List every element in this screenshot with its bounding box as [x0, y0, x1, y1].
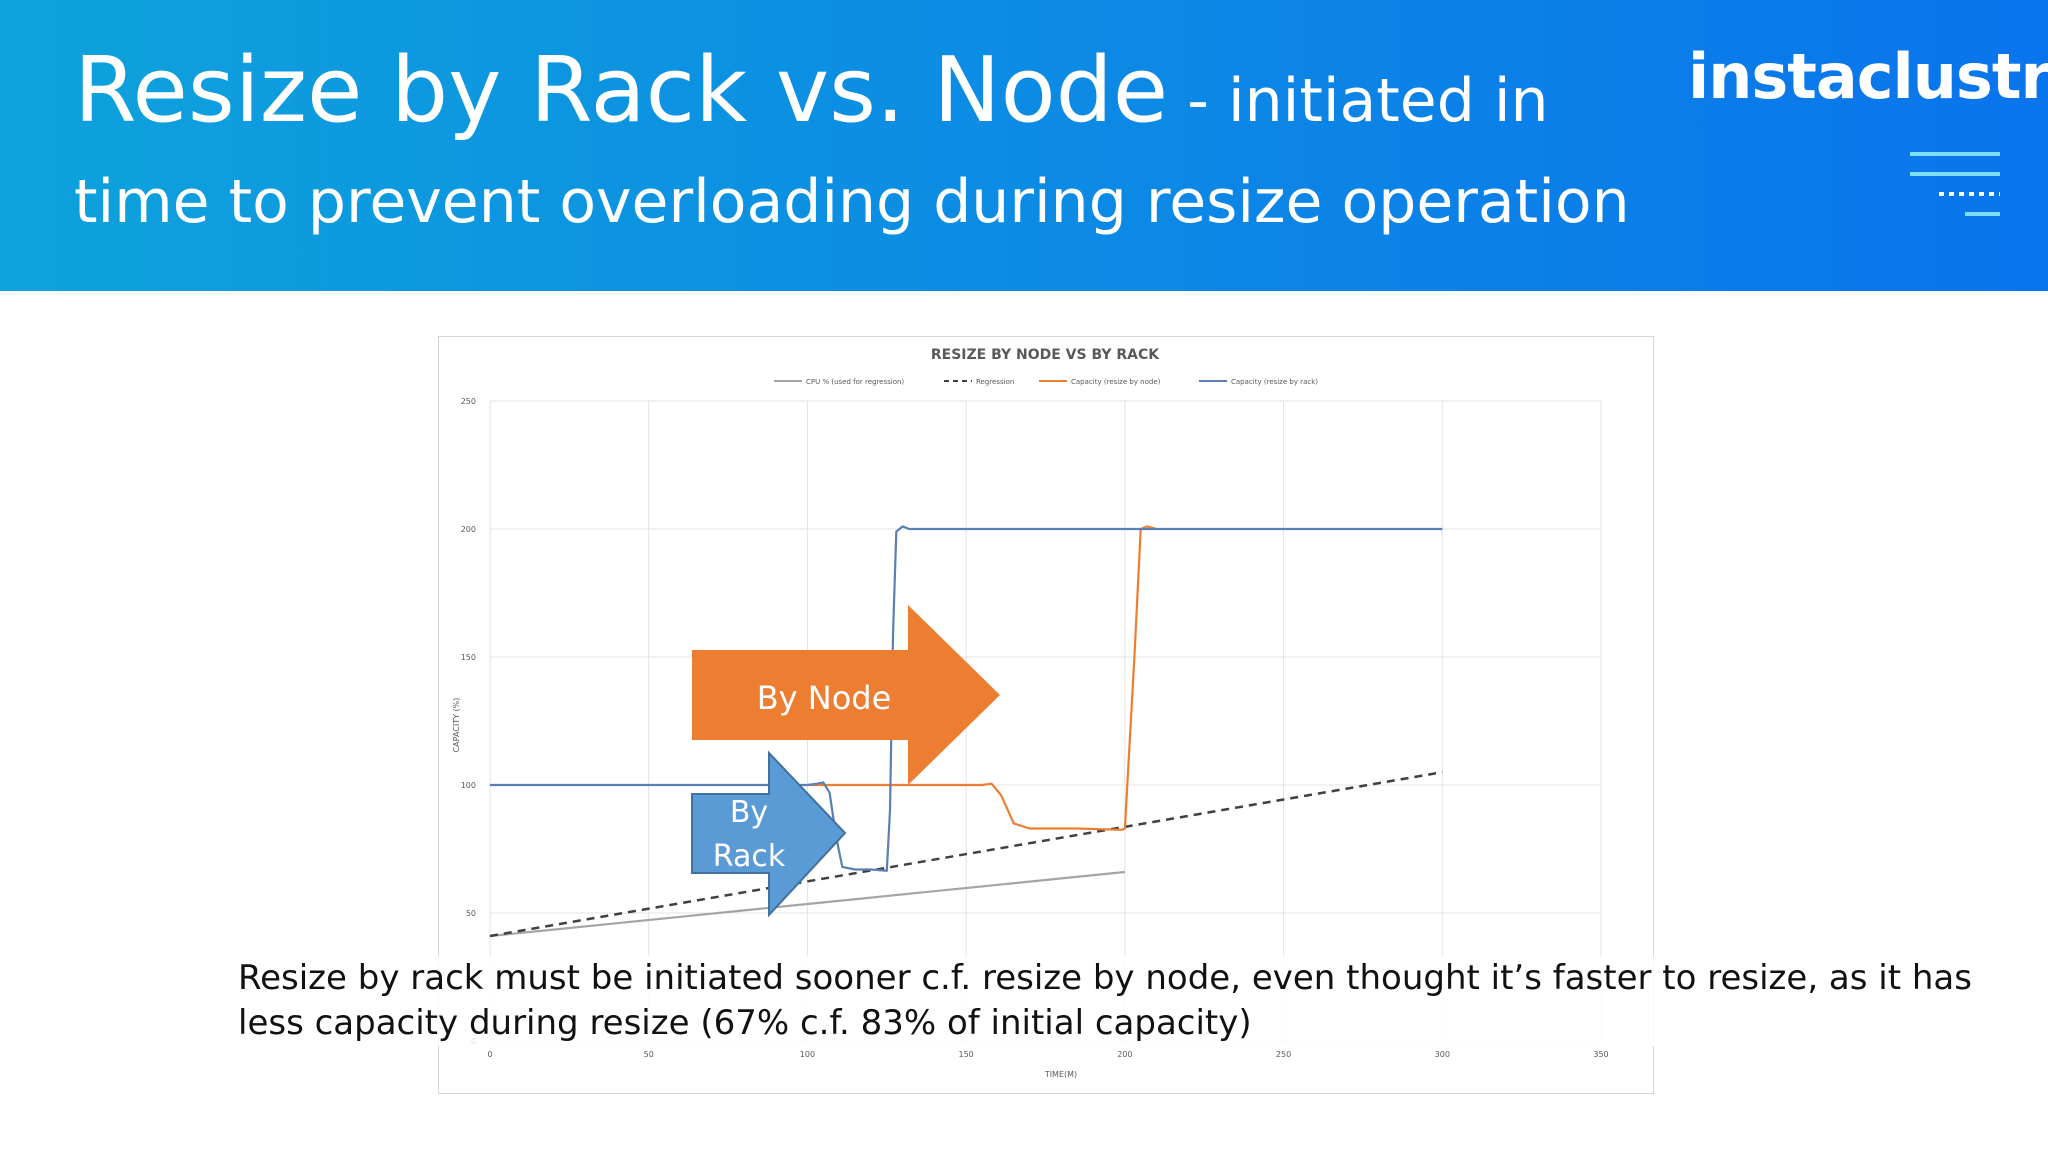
y-tick-label: 100	[461, 781, 476, 790]
by-rack-label-line2: Rack	[713, 839, 786, 874]
y-tick-label: 150	[461, 653, 476, 662]
series-regression-line	[489, 770, 1443, 938]
by-node-arrow	[692, 605, 1000, 785]
x-tick-label: 250	[1276, 1050, 1291, 1059]
x-tick-label: 200	[1117, 1050, 1132, 1059]
chart-series	[489, 525, 1443, 938]
slide-header: Resize by Rack vs. Node - initiated in t…	[0, 0, 2048, 291]
y-tick-label: 250	[461, 397, 476, 406]
logo-lines-icon	[1910, 152, 2000, 216]
x-tick-label: 50	[644, 1050, 654, 1059]
by-node-label: By Node	[757, 679, 892, 717]
resize-chart: RESIZE BY NODE VS BY RACK CPU % (used fo…	[452, 347, 1609, 1079]
slide-title: Resize by Rack vs. Node - initiated in t…	[74, 46, 1694, 260]
chart-grid	[489, 400, 1602, 1042]
legend-label: Capacity (resize by node)	[1071, 378, 1161, 386]
chart-ticks: 050100150200250050100150200250300350	[461, 397, 1609, 1059]
series-rack-line	[490, 525, 1443, 872]
x-tick-label: 350	[1593, 1050, 1608, 1059]
series-node-line	[807, 525, 1157, 831]
legend-label: Regression	[976, 378, 1014, 386]
by-rack-label-line1: By	[730, 795, 768, 830]
x-tick-label: 300	[1435, 1050, 1450, 1059]
chart-title: RESIZE BY NODE VS BY RACK	[931, 347, 1160, 363]
y-axis-label: CAPACITY (%)	[452, 698, 461, 753]
x-axis-label: TIME(M)	[1044, 1070, 1077, 1079]
chart-legend: CPU % (used for regression) Regression Cap…	[774, 378, 1318, 386]
by-rack-arrow	[691, 750, 847, 918]
legend-label: Capacity (resize by rack)	[1231, 378, 1318, 386]
legend-label: CPU % (used for regression)	[806, 378, 904, 386]
brand-logo: instaclustr	[1688, 40, 2048, 113]
title-main: Resize by Rack vs. Node	[74, 38, 1169, 143]
chart-annotations: By Node By Rack	[691, 605, 1000, 918]
y-tick-label: 200	[461, 525, 476, 534]
x-tick-label: 0	[487, 1050, 492, 1059]
title-sub: - initiated in time to prevent overloadi…	[74, 66, 1630, 237]
slide-caption: Resize by rack must be initiated sooner …	[238, 956, 2028, 1046]
x-tick-label: 100	[800, 1050, 815, 1059]
x-tick-label: 150	[959, 1050, 974, 1059]
y-tick-label: 50	[466, 909, 476, 918]
series-cpu-line	[489, 870, 1126, 938]
